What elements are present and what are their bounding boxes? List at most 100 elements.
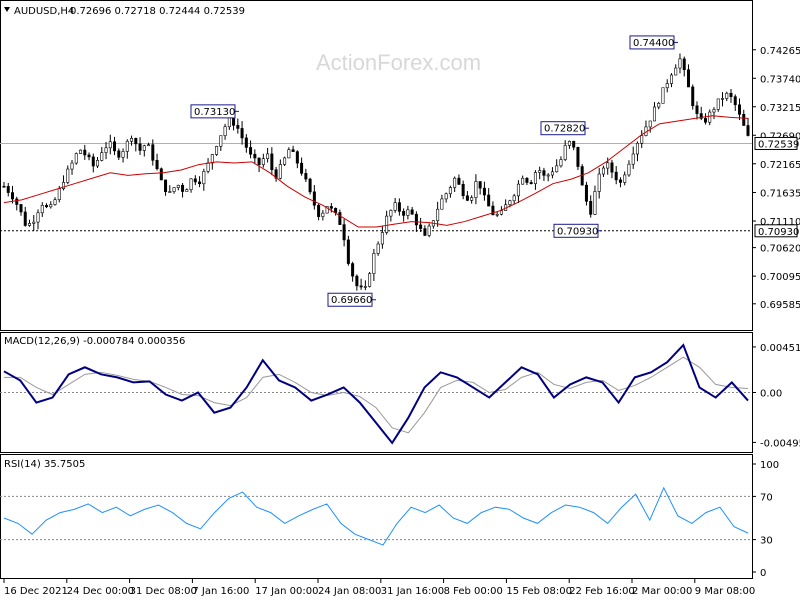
candle: [627, 160, 631, 177]
candle: [176, 184, 180, 191]
candle: [482, 181, 486, 201]
support-price-box: 0.70930: [754, 224, 799, 238]
candle: [372, 248, 376, 281]
macd-signal-line: [4, 356, 749, 434]
candle: [542, 167, 546, 181]
candle: [159, 167, 163, 181]
candle: [359, 278, 363, 290]
candle: [91, 153, 95, 173]
candle: [563, 140, 567, 162]
candle: [614, 166, 618, 185]
candle: [376, 241, 380, 256]
candle: [317, 203, 321, 221]
candle: [338, 209, 342, 225]
rsi-tick-label: 0: [760, 568, 766, 579]
candle: [155, 153, 159, 171]
candle: [521, 175, 525, 185]
candle: [219, 135, 223, 151]
price-annotation: 0.74400: [629, 35, 678, 50]
macd-plot: 0.004517 0.00 -0.00495: [0, 343, 800, 449]
candle: [733, 94, 737, 111]
time-tick-label: 22 Feb 16:00: [569, 586, 635, 597]
candle: [448, 185, 452, 198]
candle: [474, 174, 478, 205]
candle: [168, 185, 172, 193]
candle: [648, 120, 652, 133]
current-price-box: 0.72539: [754, 136, 799, 150]
candle: [427, 223, 431, 238]
candle: [53, 197, 57, 206]
candle: [244, 134, 248, 153]
chart-header: AUDUSD,H4 0.72696 0.72718 0.72444 0.7253…: [4, 6, 245, 17]
candle: [584, 181, 588, 206]
rsi-line: [3, 486, 749, 546]
rsi-plot: 100 70 30 0: [0, 460, 779, 579]
candle: [342, 219, 346, 247]
candle: [15, 196, 19, 211]
candle: [661, 87, 665, 104]
candle: [512, 193, 516, 205]
time-tick-label: 16 Dec 2021: [4, 586, 68, 597]
dropdown-triangle-icon[interactable]: [4, 7, 10, 12]
candle: [601, 165, 605, 177]
candle: [96, 157, 100, 169]
candle: [389, 209, 393, 222]
watermark: ActionForex.com: [316, 50, 481, 75]
candle: [559, 156, 563, 168]
rsi-title: RSI(14) 35.7505: [4, 459, 85, 470]
annotation-label: 0.70930: [557, 226, 598, 237]
candle: [172, 187, 176, 194]
candle: [193, 175, 197, 186]
candle: [164, 179, 168, 196]
annotation-label: 0.69660: [331, 295, 372, 306]
candle: [355, 274, 359, 291]
candle: [308, 177, 312, 195]
rsi-tick-label: 100: [760, 460, 779, 471]
candle: [436, 201, 440, 227]
candle: [470, 195, 474, 204]
candle: [623, 171, 627, 186]
candle: [351, 261, 355, 282]
price-annotation: 0.72820: [540, 121, 589, 136]
candle: [257, 157, 261, 173]
candle: [729, 88, 733, 103]
candle: [712, 107, 716, 120]
time-tick-label: 31 Dec 08:00: [130, 586, 197, 597]
candle: [533, 170, 537, 190]
candle: [746, 117, 750, 137]
candle: [652, 102, 656, 122]
candle: [682, 56, 686, 77]
candle: [444, 192, 448, 203]
candle: [397, 198, 401, 216]
price-annotation: 0.73130: [190, 104, 239, 119]
candle: [151, 139, 155, 166]
candle: [576, 146, 580, 170]
candle: [499, 206, 503, 216]
candle: [402, 208, 406, 222]
time-tick-label: 9 Mar 08:00: [695, 586, 755, 597]
candle: [555, 159, 559, 173]
price-tick-label: 0.73740: [760, 74, 800, 85]
candle: [423, 225, 427, 237]
svg-text:0.70930: 0.70930: [758, 227, 799, 238]
time-tick-label: 7 Jan 16:00: [192, 586, 249, 597]
candle: [104, 141, 108, 160]
candle: [134, 137, 138, 152]
candle: [410, 206, 414, 215]
macd-tick-label: -0.00495: [760, 438, 800, 449]
candle: [236, 118, 240, 134]
price-tick-label: 0.73215: [760, 103, 800, 114]
candle: [270, 147, 274, 176]
price-tick-label: 0.72165: [760, 160, 800, 171]
price-tick-label: 0.71635: [760, 189, 800, 200]
candle: [674, 64, 678, 76]
candle: [716, 98, 720, 112]
candle: [380, 225, 384, 249]
candle: [11, 185, 15, 204]
candle: [487, 188, 491, 207]
candle: [529, 180, 533, 185]
candle: [87, 152, 91, 161]
time-tick-label: 24 Jan 08:00: [318, 586, 381, 597]
candle: [465, 191, 469, 202]
